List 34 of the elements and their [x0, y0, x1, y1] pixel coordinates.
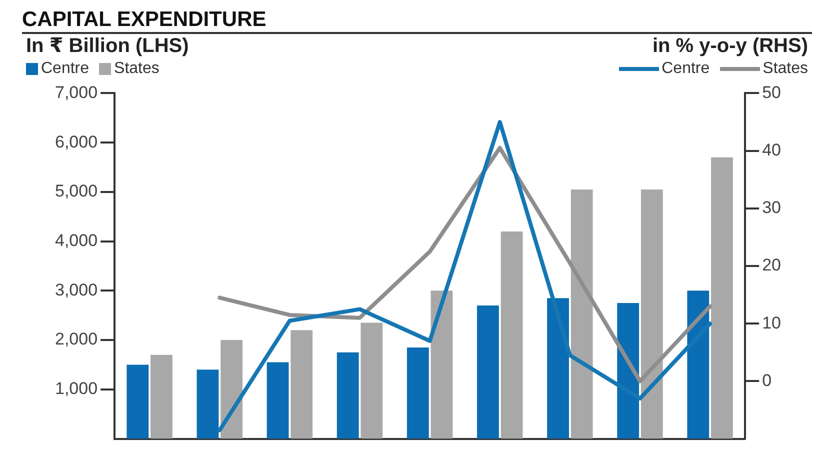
legend-label: States: [762, 60, 808, 78]
chart-title: CAPITAL EXPENDITURE: [22, 8, 268, 32]
legend-label: Centre: [41, 60, 90, 78]
bar: [150, 354, 172, 439]
y2-axis-title: in % y-o-y (RHS): [652, 34, 808, 58]
bar: [430, 290, 453, 439]
bar: [220, 340, 242, 439]
bar: [477, 305, 499, 439]
y-tick-label: 7,000: [54, 82, 98, 102]
bar: [266, 362, 289, 439]
y-axis-title: In ₹ Billion (LHS): [26, 34, 189, 58]
y-tick-label: 6,000: [54, 132, 98, 152]
y-tick-label: 2,000: [54, 330, 98, 349]
y-tick-label: 5,000: [54, 182, 98, 201]
y2-tick-label: 0: [762, 370, 772, 390]
y2-tick-label: 10: [762, 313, 782, 332]
y2-tick-label: 50: [762, 82, 782, 102]
bar: [406, 347, 429, 439]
bar: [336, 352, 359, 439]
y-tick-label: 3,000: [54, 280, 98, 300]
y-tick-label: 1,000: [54, 379, 98, 398]
legend-label: Centre: [662, 60, 710, 78]
bar: [290, 330, 313, 439]
y-tick-label: 4,000: [54, 231, 98, 250]
legend-label: States: [114, 60, 160, 78]
bar: [570, 189, 593, 439]
y2-tick-label: 20: [762, 256, 782, 275]
y2-tick-label: 30: [762, 198, 782, 218]
bar: [640, 189, 663, 439]
y2-tick-label: 40: [762, 140, 782, 160]
bar: [500, 231, 523, 439]
bar: [711, 157, 733, 439]
bar: [126, 364, 149, 439]
bar: [360, 322, 383, 439]
